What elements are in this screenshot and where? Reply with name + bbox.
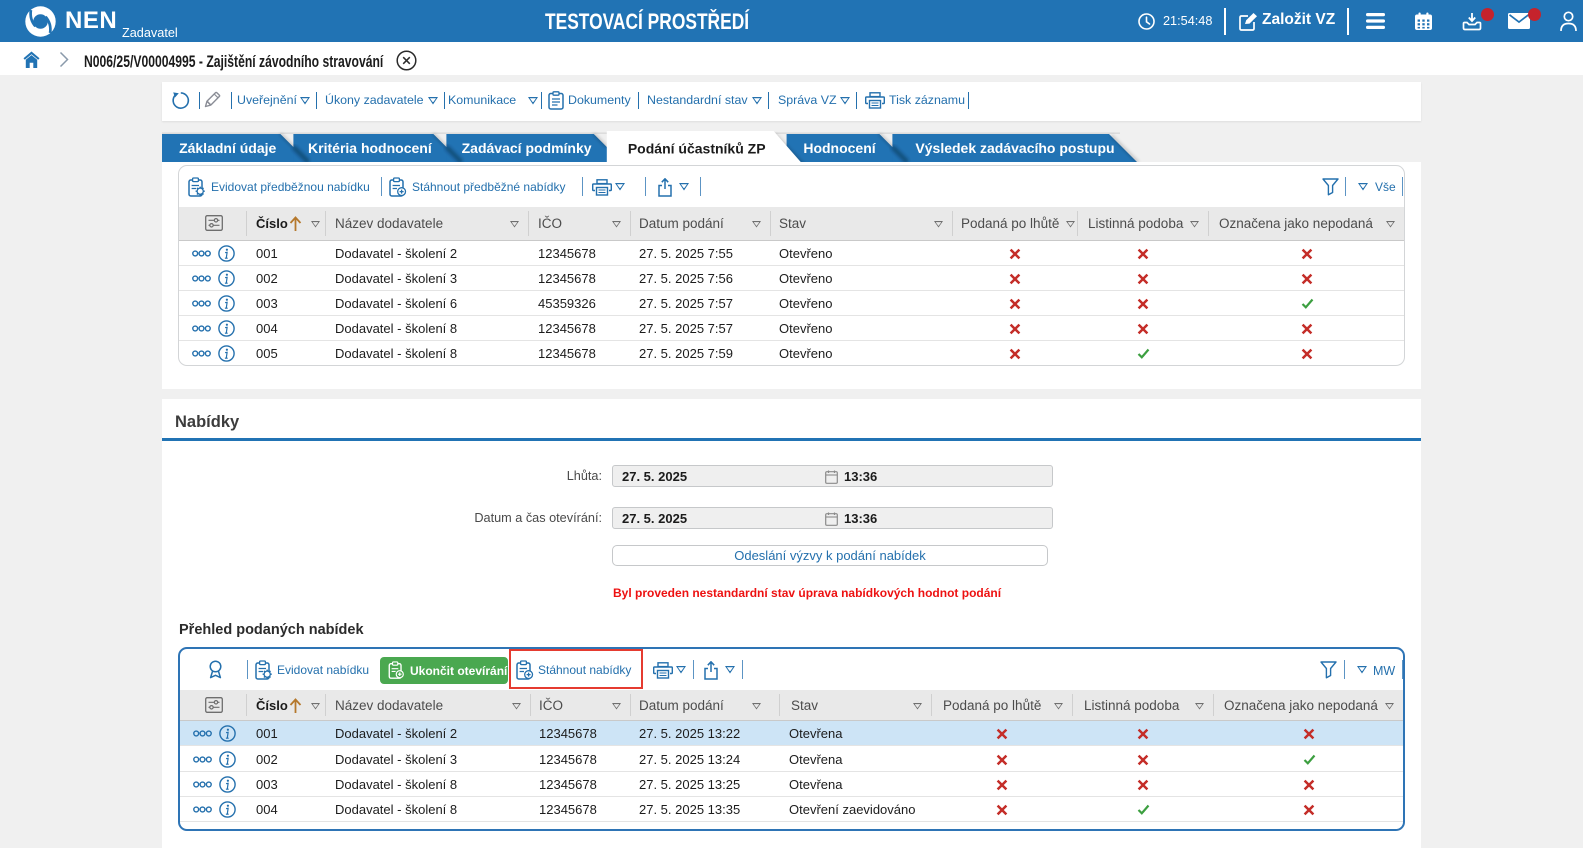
- svg-text:Hodnocení: Hodnocení: [803, 140, 876, 156]
- svg-text:Zadávací podmínky: Zadávací podmínky: [462, 140, 592, 156]
- svg-text:Kritéria hodnocení: Kritéria hodnocení: [308, 140, 433, 156]
- svg-text:Podání účastníků ZP: Podání účastníků ZP: [628, 141, 766, 157]
- svg-text:Výsledek zadávacího postupu: Výsledek zadávacího postupu: [915, 140, 1114, 156]
- svg-text:Základní údaje: Základní údaje: [179, 140, 276, 156]
